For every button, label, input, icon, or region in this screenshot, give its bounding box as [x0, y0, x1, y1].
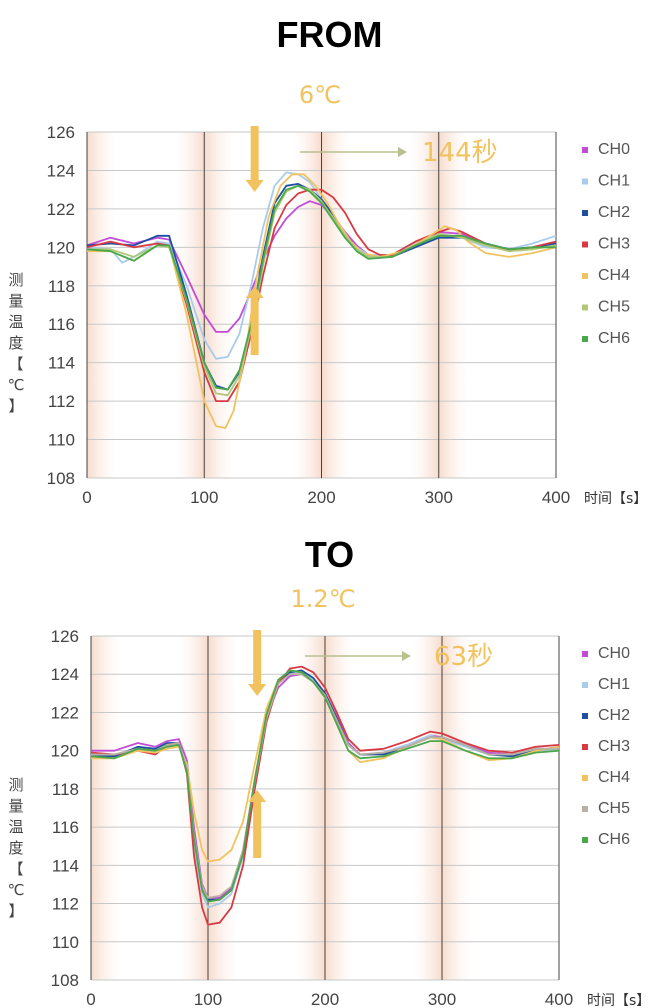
band-shade — [295, 636, 325, 980]
x-tick-label: 0 — [86, 990, 95, 1008]
y-axis-label: 测量温度【℃】 — [8, 271, 25, 415]
legend-swatch — [582, 273, 588, 279]
series-line-ch0 — [86, 200, 557, 333]
y-tick-label: 126 — [51, 627, 79, 646]
to-title: TO — [304, 534, 355, 575]
x-tick-label: 300 — [428, 990, 456, 1008]
legend-label: CH6 — [598, 330, 630, 347]
y-tick-label: 108 — [47, 469, 75, 488]
legend-label: CH2 — [598, 204, 630, 221]
band-shade — [91, 636, 121, 980]
series-line-ch2 — [86, 183, 557, 391]
y-tick-label: 110 — [48, 431, 75, 450]
legend-label: CH6 — [598, 831, 630, 848]
right-arrow-head-icon — [398, 147, 407, 157]
down-arrow-icon — [245, 126, 264, 192]
x-tick-label: 100 — [190, 488, 218, 507]
y-tick-label: 124 — [47, 161, 75, 180]
y-tick-label: 120 — [47, 238, 75, 257]
y-tick-label: 122 — [51, 703, 79, 722]
y-tick-label: 112 — [48, 392, 75, 411]
x-tick-label: 0 — [82, 488, 91, 507]
legend-swatch — [582, 304, 588, 311]
legend-swatch — [582, 775, 588, 781]
series-line-ch6 — [86, 184, 556, 391]
legend-swatch — [582, 210, 588, 216]
band-shade — [412, 636, 442, 980]
y-tick-label: 112 — [52, 895, 79, 914]
band-shade — [409, 132, 439, 478]
x-tick-label: 200 — [307, 488, 335, 507]
x-axis-label: 时间【s】 — [587, 993, 650, 1008]
y-tick-label: 108 — [51, 971, 79, 990]
y-tick-label: 116 — [48, 315, 75, 334]
legend-swatch — [582, 178, 588, 185]
legend-swatch — [582, 336, 588, 342]
x-axis-label: 时间【s】 — [584, 491, 647, 507]
to-chart: 108 110 112 114 116 118 120 122 124 126 0 100 200 300… — [8, 585, 651, 1008]
legend-label: CH0 — [598, 645, 630, 662]
legend-swatch — [582, 651, 588, 657]
y-tick-label: 114 — [52, 856, 79, 875]
y-tick-label: 110 — [52, 933, 79, 952]
y-tick-label: 126 — [47, 123, 75, 142]
legend-swatch — [582, 682, 588, 688]
legend-label: CH1 — [598, 676, 630, 693]
band-shade — [321, 132, 351, 478]
legend-label: CH4 — [598, 267, 630, 284]
x-tick-label: 200 — [311, 990, 339, 1008]
y-tick-label: 116 — [52, 818, 79, 837]
legend-swatch — [582, 147, 588, 153]
up-arrow-icon — [245, 286, 264, 355]
y-tick-label: 118 — [48, 277, 75, 296]
y-tick-label: 114 — [48, 354, 75, 373]
legend-label: CH4 — [598, 769, 630, 786]
x-tick-label: 400 — [545, 990, 573, 1008]
y-axis-label: 测量温度【℃】 — [8, 776, 25, 920]
band-shade — [325, 636, 355, 980]
y-tick-label: 122 — [47, 200, 75, 219]
up-arrow-icon — [248, 790, 267, 858]
series-line-ch4 — [87, 173, 557, 429]
legend-swatch — [582, 744, 588, 750]
annotation-time: 144秒 — [422, 138, 498, 168]
annotation-temperature: 6℃ — [299, 81, 341, 109]
legend-label: CH3 — [598, 738, 630, 755]
legend-label: CH3 — [598, 236, 630, 253]
legend-swatch — [582, 713, 588, 719]
x-tick-label: 400 — [542, 488, 570, 507]
legend-swatch — [582, 837, 588, 843]
down-arrow-icon — [248, 630, 267, 696]
x-tick-label: 300 — [425, 488, 453, 507]
legend-label: CH5 — [598, 299, 630, 316]
legend-label: CH2 — [598, 707, 630, 724]
y-tick-label: 120 — [51, 742, 79, 761]
series-line-ch6 — [90, 669, 560, 903]
annotation-temperature: 1.2℃ — [290, 585, 355, 613]
legend-label: CH0 — [598, 141, 630, 158]
band-shade — [87, 132, 117, 478]
y-tick-label: 118 — [52, 780, 79, 799]
from-title: FROM — [276, 14, 383, 55]
legend-swatch — [582, 806, 588, 812]
band-shade — [208, 636, 238, 980]
legend-swatch — [582, 241, 588, 248]
legend-label: CH5 — [598, 800, 630, 817]
x-tick-label: 100 — [194, 990, 222, 1008]
legend-label: CH1 — [598, 173, 630, 190]
band-shade — [438, 132, 469, 478]
band-shade — [442, 636, 472, 980]
from-chart: 108 110 112 114 116 118 120 122 124 126 0 100 200 300… — [8, 81, 648, 507]
right-arrow-head-icon — [402, 651, 411, 661]
y-tick-label: 124 — [51, 665, 79, 684]
annotation-time: 63秒 — [434, 642, 493, 672]
